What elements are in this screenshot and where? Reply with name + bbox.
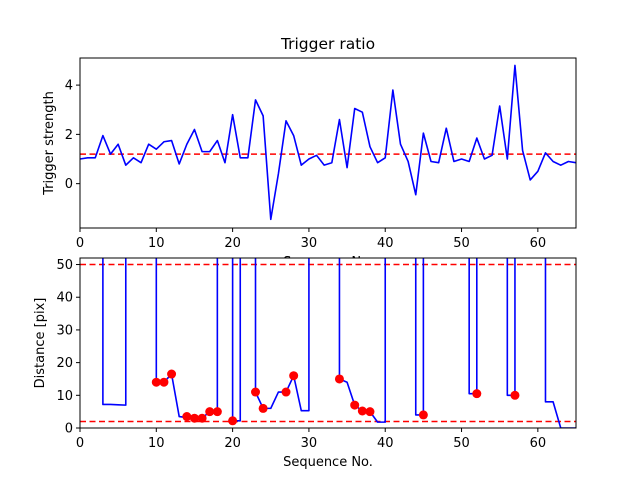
axes: 0 10 20 30 40 50 60 0 10 20 30 40 50 — [56, 258, 546, 451]
y-tick-label: 4 — [65, 79, 73, 94]
x-tick-label: 10 — [148, 236, 165, 251]
data-point — [167, 369, 177, 379]
x-tick-label: 0 — [76, 436, 84, 451]
plot-frame — [79, 257, 577, 429]
data-point — [258, 403, 268, 413]
data-point — [418, 410, 428, 420]
data-point — [205, 407, 215, 417]
x-tick-label: 60 — [530, 436, 547, 451]
data-point — [357, 406, 367, 416]
y-tick-label: 0 — [65, 177, 73, 192]
plot-area — [80, 58, 576, 228]
x-tick-label: 20 — [224, 236, 241, 251]
data-point — [159, 377, 169, 387]
data-point — [365, 407, 375, 417]
data-point — [151, 377, 161, 387]
x-tick-label: 0 — [76, 236, 84, 251]
y-axis-label: Distance [pix] — [33, 298, 48, 389]
x-tick-label: 10 — [148, 436, 165, 451]
x-tick-label: 50 — [453, 436, 470, 451]
y-tick-label: 10 — [56, 389, 73, 404]
series-line — [80, 64, 576, 221]
plot-area — [80, 258, 576, 428]
data-point — [189, 413, 199, 423]
y-tick-label: 20 — [56, 356, 73, 371]
chart-title: Trigger ratio — [280, 35, 375, 53]
data-point — [212, 407, 222, 417]
y-tick-label: 2 — [65, 128, 73, 143]
y-tick-label: 40 — [56, 291, 73, 306]
data-point — [251, 387, 261, 397]
data-point — [197, 413, 207, 423]
plot-frame — [79, 57, 577, 229]
data-point — [350, 400, 360, 410]
x-tick-label: 50 — [453, 236, 470, 251]
x-tick-label: 30 — [301, 436, 318, 451]
axes: 0 10 20 30 40 50 60 0 2 4 — [65, 79, 546, 251]
y-tick-label: 30 — [56, 323, 73, 338]
data-point — [182, 412, 192, 422]
data-point — [472, 389, 482, 399]
trigger-ratio-chart: Trigger ratio 0 10 20 30 40 50 60 0 2 4 Trigger s… — [42, 35, 577, 270]
plot-content — [80, 64, 576, 221]
y-tick-label: 50 — [56, 258, 73, 273]
plot-content — [80, 258, 576, 428]
y-tick-label: 0 — [65, 422, 73, 437]
x-axis-label: Sequence No. — [283, 455, 373, 470]
x-tick-label: 40 — [377, 236, 394, 251]
data-point — [510, 390, 520, 400]
data-point — [334, 374, 344, 384]
x-tick-label: 30 — [301, 236, 318, 251]
x-tick-label: 20 — [224, 436, 241, 451]
y-axis-label: Trigger strength — [42, 91, 57, 196]
data-point — [289, 371, 299, 381]
data-point — [281, 387, 291, 397]
x-tick-label: 60 — [530, 236, 547, 251]
series-line — [102, 258, 576, 428]
x-tick-label: 40 — [377, 436, 394, 451]
data-point — [228, 416, 238, 426]
